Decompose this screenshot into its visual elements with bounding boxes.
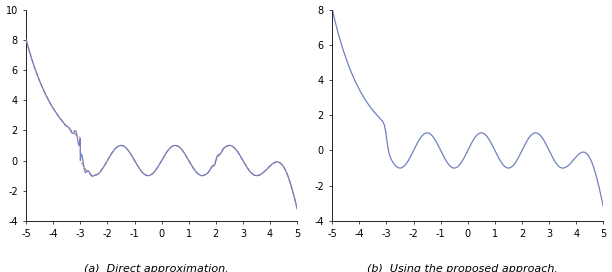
Text: (b)  Using the proposed approach.: (b) Using the proposed approach.	[367, 264, 558, 272]
Text: (a)  Direct approximation.: (a) Direct approximation.	[84, 264, 228, 272]
